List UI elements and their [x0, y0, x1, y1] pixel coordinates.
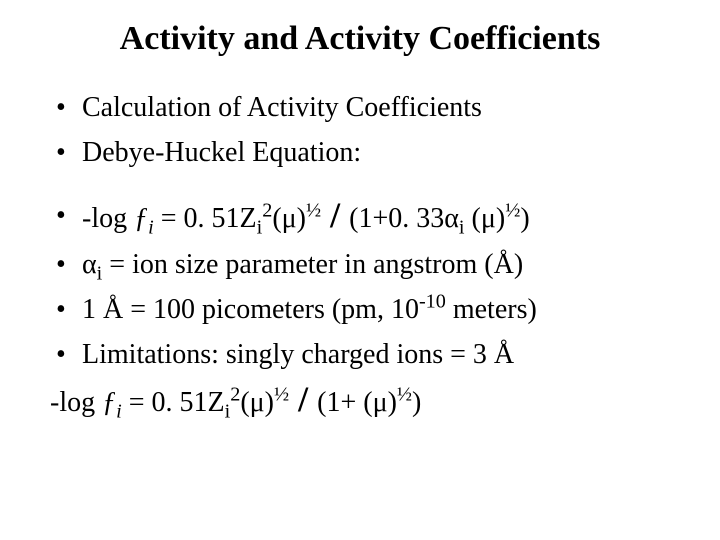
slide: Activity and Activity Coefficients Calcu…	[0, 0, 720, 540]
bullet-calc-text: Calculation of Activity Coefficients	[82, 92, 482, 123]
eq2-f: ƒ	[102, 387, 116, 418]
eq1-slash: /	[321, 195, 349, 235]
eq2-slash: /	[289, 379, 317, 419]
bullet-angstrom: 1 Å = 100 picometers (pm, 10-10 meters)	[50, 290, 670, 329]
bullet-debye: Debye-Huckel Equation:	[50, 133, 670, 172]
bullet-debye-text: Debye-Huckel Equation:	[82, 137, 361, 168]
ang-pre: 1 Å = 100 picometers (pm, 10	[82, 294, 419, 325]
slide-title: Activity and Activity Coefficients	[50, 20, 670, 58]
bullet-alpha: αi = ion size parameter in angstrom (Å)	[50, 245, 670, 284]
bullet-limitations: Limitations: singly charged ions = 3 Å	[50, 335, 670, 374]
bullet-calc: Calculation of Activity Coefficients	[50, 88, 670, 127]
bullet-eq1: -log ƒi = 0. 51Zi2(μ)½ / (1+0. 33αi (μ)½…	[50, 196, 670, 238]
ang-post: meters)	[446, 294, 537, 325]
ang-sup: -10	[419, 290, 446, 312]
eq2-half2: ½	[397, 384, 412, 406]
eq2-line: -log ƒi = 0. 51Zi2(μ)½ / (1+ (μ)½)	[50, 380, 670, 422]
eq2-mu: (μ)	[240, 387, 274, 418]
eq1-den-close: )	[520, 203, 529, 234]
alpha-rest: = ion size parameter in angstrom (Å)	[102, 249, 523, 280]
eq1-half: ½	[306, 200, 321, 222]
limitations-text: Limitations: singly charged ions = 3 Å	[82, 339, 514, 370]
eq2-den-close: )	[412, 387, 421, 418]
eq2-prefix: -log	[50, 387, 102, 418]
eq1-den-open: (1+0. 33α	[349, 203, 459, 234]
eq1-mu: (μ)	[272, 203, 306, 234]
eq1-f: ƒ	[134, 203, 148, 234]
bullet-list-bottom: -log ƒi = 0. 51Zi2(μ)½ / (1+0. 33αi (μ)½…	[50, 196, 670, 374]
spacer	[50, 178, 670, 196]
alpha-pre: α	[82, 249, 97, 280]
eq1-half2: ½	[505, 200, 520, 222]
eq2-half: ½	[274, 384, 289, 406]
eq1-z-sup: 2	[262, 200, 272, 222]
eq2-eq: = 0. 51Z	[122, 387, 225, 418]
eq2-z-sup: 2	[230, 384, 240, 406]
eq1-den-mid: (μ)	[465, 203, 506, 234]
eq2-den-open: (1+ (μ)	[317, 387, 397, 418]
eq1-eq: = 0. 51Z	[154, 203, 257, 234]
bullet-list-top: Calculation of Activity Coefficients Deb…	[50, 88, 670, 172]
eq1-prefix: -log	[82, 203, 134, 234]
